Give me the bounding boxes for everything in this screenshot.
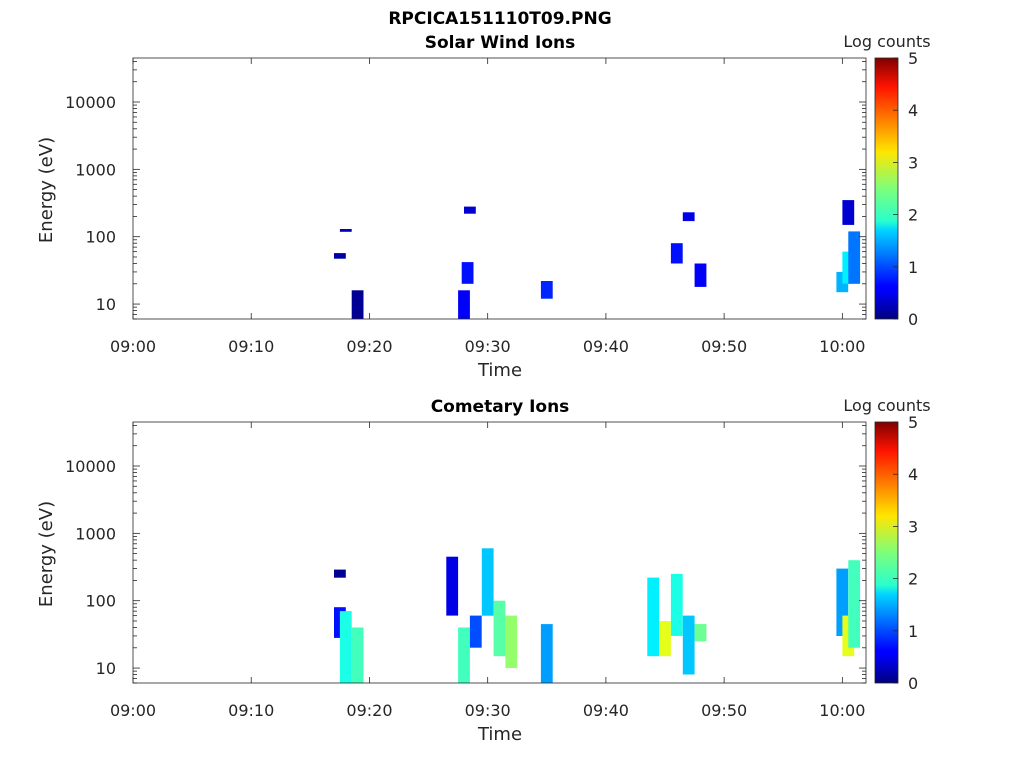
colorbar-tick-label: 2 bbox=[908, 206, 918, 225]
x-axis-label: Time bbox=[477, 360, 522, 381]
heatmap-cell bbox=[464, 206, 476, 214]
colorbar-label: Log counts bbox=[843, 32, 930, 51]
figure-title: RPCICA151110T09.PNG bbox=[388, 9, 611, 29]
heatmap-cell bbox=[540, 624, 553, 683]
y-tick-label: 10 bbox=[96, 659, 116, 678]
colorbar-tick-label: 1 bbox=[908, 258, 918, 277]
heatmap-cell bbox=[540, 281, 553, 299]
y-axis-label: Energy (eV) bbox=[36, 137, 57, 243]
heatmap-cell bbox=[351, 290, 364, 319]
x-tick-label: 09:00 bbox=[110, 701, 156, 720]
heatmap-cell bbox=[339, 611, 352, 683]
heatmap-cell bbox=[334, 569, 346, 578]
plot-frame bbox=[132, 421, 867, 684]
heatmap-cell bbox=[682, 615, 695, 675]
heatmap-cell bbox=[458, 290, 470, 319]
x-axis-label: Time bbox=[477, 724, 522, 745]
x-tick-label: 09:20 bbox=[346, 337, 392, 356]
heatmap-cell bbox=[694, 624, 707, 642]
x-tick-label: 09:40 bbox=[583, 337, 629, 356]
heatmap-cell bbox=[647, 577, 660, 657]
heatmap-cell bbox=[469, 615, 482, 648]
heatmap-cell bbox=[446, 556, 459, 616]
heatmap-cell bbox=[458, 627, 470, 683]
heatmap-cell bbox=[682, 212, 695, 222]
colorbar-ticks: 0 1 2 3 4 5 bbox=[893, 413, 918, 693]
plot-area bbox=[133, 58, 866, 319]
colorbar-tick-label: 0 bbox=[908, 674, 918, 693]
x-tick-label: 09:10 bbox=[228, 701, 274, 720]
y-tick-label: 10 bbox=[96, 295, 116, 314]
heatmap-cell bbox=[351, 627, 364, 683]
heatmap-cells bbox=[334, 548, 861, 683]
panel-title: Solar Wind Ions bbox=[425, 33, 576, 53]
heatmap-cell bbox=[461, 262, 474, 284]
heatmap-cells bbox=[334, 200, 861, 319]
x-tick-label: 09:10 bbox=[228, 337, 274, 356]
y-axis: 10 100 1000 10000 bbox=[65, 61, 866, 320]
x-axis: 09:00 09:10 09:20 09:30 09:40 09:50 10:00 bbox=[110, 58, 865, 356]
colorbar-tick-label: 3 bbox=[908, 517, 918, 536]
colorbar-ticks: 0 1 2 3 4 5 bbox=[893, 49, 918, 329]
y-tick-label: 10000 bbox=[65, 93, 116, 112]
colorbar-tick-label: 2 bbox=[908, 570, 918, 589]
colorbar bbox=[874, 57, 899, 320]
heatmap-cell bbox=[670, 243, 683, 264]
colorbar bbox=[874, 421, 899, 684]
panel-solar-wind-ions: Solar Wind Ions 09:00 09:10 09:20 09:30 09:4… bbox=[36, 32, 931, 381]
heatmap-cell bbox=[339, 229, 352, 232]
heatmap-cell bbox=[481, 548, 494, 616]
colorbar-tick-label: 4 bbox=[908, 101, 918, 120]
heatmap-cell bbox=[659, 621, 671, 657]
panel-cometary-ions: Cometary Ions 09:00 09:10 09:20 09:30 09:40 0… bbox=[36, 396, 931, 745]
x-tick-label: 09:50 bbox=[701, 701, 747, 720]
y-axis-label: Energy (eV) bbox=[36, 501, 57, 607]
colorbar-label: Log counts bbox=[843, 396, 930, 415]
heatmap-cell bbox=[848, 231, 861, 284]
heatmap-cell bbox=[505, 615, 518, 668]
colorbar-tick-label: 5 bbox=[908, 413, 918, 432]
heatmap-cell bbox=[842, 200, 855, 225]
heatmap-cell bbox=[493, 600, 506, 657]
y-tick-label: 1000 bbox=[75, 160, 116, 179]
y-tick-label: 1000 bbox=[75, 524, 116, 543]
colorbar-tick-label: 5 bbox=[908, 49, 918, 68]
y-tick-label: 100 bbox=[85, 592, 116, 611]
y-tick-label: 10000 bbox=[65, 457, 116, 476]
x-tick-label: 09:00 bbox=[110, 337, 156, 356]
x-tick-label: 09:30 bbox=[465, 701, 511, 720]
x-tick-label: 09:30 bbox=[465, 337, 511, 356]
colorbar-tick-label: 3 bbox=[908, 153, 918, 172]
panel-title: Cometary Ions bbox=[431, 397, 570, 417]
heatmap-cell bbox=[848, 560, 861, 648]
colorbar-tick-label: 1 bbox=[908, 622, 918, 641]
heatmap-cell bbox=[694, 263, 707, 287]
colorbar-tick-label: 4 bbox=[908, 465, 918, 484]
y-tick-label: 100 bbox=[85, 228, 116, 247]
x-tick-label: 09:50 bbox=[701, 337, 747, 356]
x-axis: 09:00 09:10 09:20 09:30 09:40 09:50 10:00 bbox=[110, 422, 865, 720]
x-tick-label: 09:20 bbox=[346, 701, 392, 720]
x-tick-label: 10:00 bbox=[819, 701, 865, 720]
colorbar-tick-label: 0 bbox=[908, 310, 918, 329]
heatmap-cell bbox=[836, 271, 849, 293]
plot-frame bbox=[132, 57, 867, 320]
heatmap-cell bbox=[334, 253, 346, 259]
heatmap-cell bbox=[670, 573, 683, 636]
heatmap-cell bbox=[836, 568, 849, 636]
x-tick-label: 10:00 bbox=[819, 337, 865, 356]
x-tick-label: 09:40 bbox=[583, 701, 629, 720]
y-axis: 10 100 1000 10000 bbox=[65, 425, 866, 684]
